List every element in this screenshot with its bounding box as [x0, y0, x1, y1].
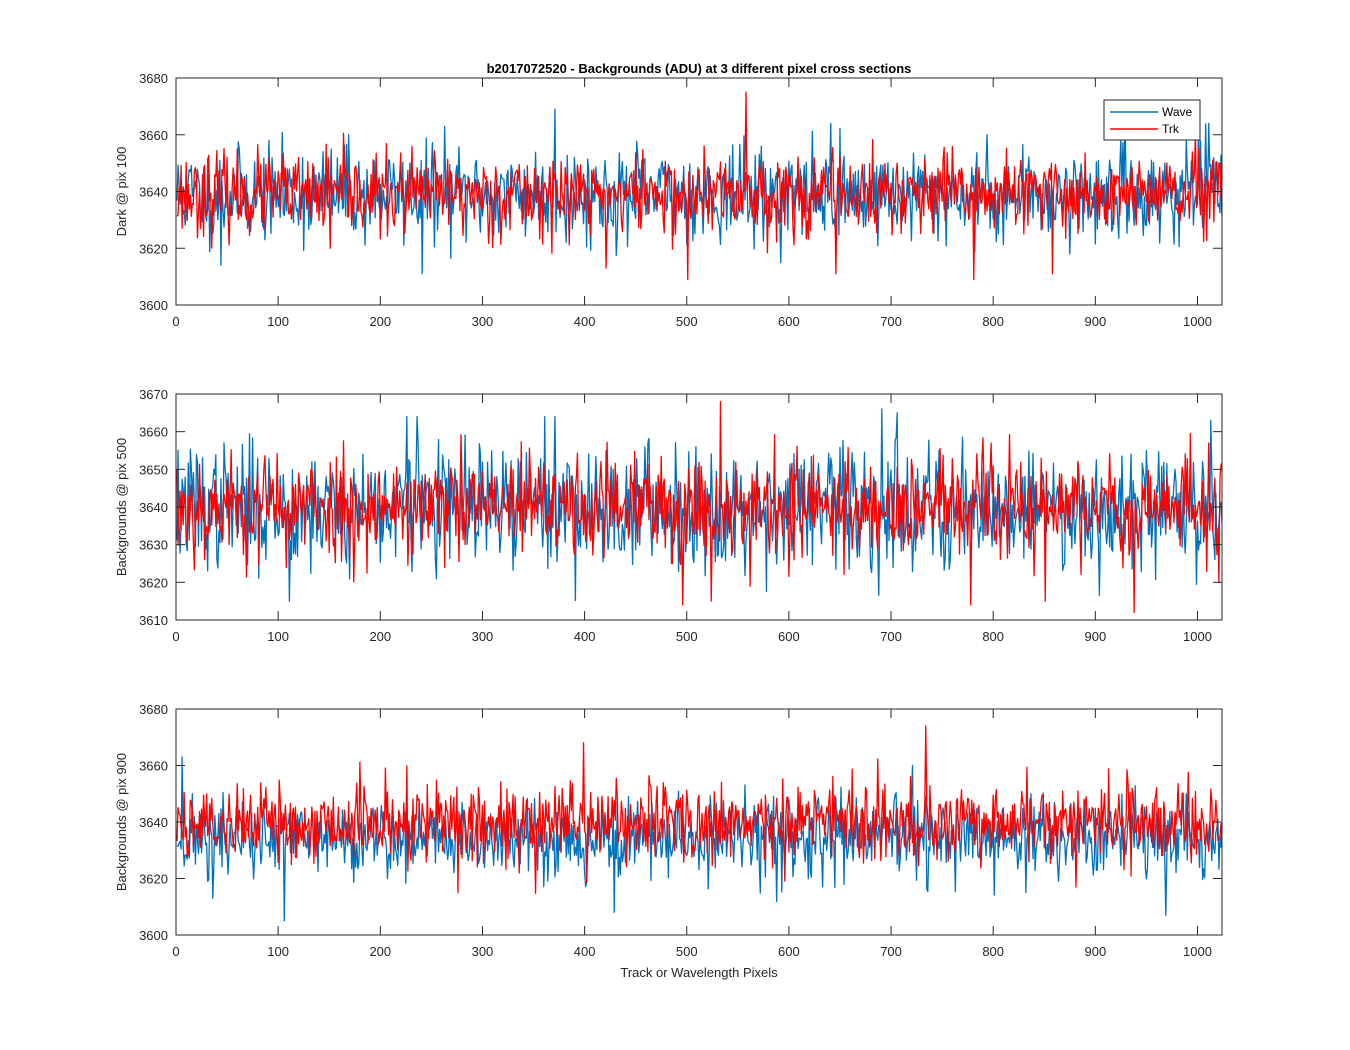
series-wave: [176, 756, 1222, 922]
x-tick-label: 0: [172, 629, 179, 644]
x-tick-label: 700: [880, 629, 902, 644]
x-tick-label: 900: [1084, 314, 1106, 329]
x-tick-label: 1000: [1183, 944, 1212, 959]
y-axis-label: Backgrounds @ pix 900: [114, 753, 129, 891]
y-tick-label: 3620: [139, 872, 168, 887]
y-tick-label: 3630: [139, 538, 168, 553]
y-tick-label: 3660: [139, 759, 168, 774]
x-tick-label: 100: [267, 629, 289, 644]
x-tick-label: 200: [369, 629, 391, 644]
series-layer: [176, 725, 1222, 922]
x-tick-label: 700: [880, 944, 902, 959]
x-tick-label: 0: [172, 944, 179, 959]
series-trk: [176, 91, 1222, 281]
x-tick-label: 600: [778, 314, 800, 329]
x-tick-label: 200: [369, 944, 391, 959]
panel-dark-pix-100: b2017072520 - Backgrounds (ADU) at 3 dif…: [114, 61, 1223, 329]
x-tick-label: 400: [574, 314, 596, 329]
x-tick-label: 100: [267, 944, 289, 959]
chart-title: b2017072520 - Backgrounds (ADU) at 3 dif…: [487, 61, 912, 76]
x-tick-label: 100: [267, 314, 289, 329]
series-layer: [176, 400, 1222, 614]
legend: Wave Trk: [1103, 99, 1201, 141]
x-tick-label: 800: [982, 629, 1004, 644]
y-tick-label: 3660: [139, 128, 168, 143]
x-tick-label: 900: [1084, 944, 1106, 959]
y-tick-label: 3680: [139, 71, 168, 86]
x-tick-label: 400: [574, 944, 596, 959]
ticks: 0 100 200 300 400 500 600 700 800 900 1000 3600 3620…: [139, 71, 1222, 329]
panel-backgrounds-pix-500: 0 100 200 300 400 500 600 700 800 900 1000 3610 3620…: [114, 387, 1223, 644]
y-tick-label: 3640: [139, 815, 168, 830]
y-tick-label: 3600: [139, 928, 168, 943]
panel-backgrounds-pix-900: 0 100 200 300 400 500 600 700 800 900 1000 3600 3620…: [114, 702, 1223, 980]
y-tick-label: 3640: [139, 185, 168, 200]
x-tick-label: 800: [982, 944, 1004, 959]
y-tick-label: 3670: [139, 387, 168, 402]
x-tick-label: 300: [472, 314, 494, 329]
x-tick-label: 300: [472, 944, 494, 959]
x-tick-label: 800: [982, 314, 1004, 329]
y-tick-label: 3600: [139, 298, 168, 313]
y-tick-label: 3680: [139, 702, 168, 717]
y-axis-label: Backgrounds @ pix 500: [114, 438, 129, 576]
y-tick-label: 3620: [139, 241, 168, 256]
y-tick-label: 3640: [139, 500, 168, 515]
ticks: 0 100 200 300 400 500 600 700 800 900 1000 3610 3620…: [139, 387, 1222, 644]
y-tick-label: 3650: [139, 462, 168, 477]
x-axis-label: Track or Wavelength Pixels: [620, 965, 778, 980]
series-trk: [176, 400, 1222, 614]
y-tick-label: 3660: [139, 425, 168, 440]
x-tick-label: 1000: [1183, 629, 1212, 644]
x-tick-label: 900: [1084, 629, 1106, 644]
y-tick-label: 3610: [139, 613, 168, 628]
y-axis-label: Dark @ pix 100: [114, 147, 129, 237]
series-layer: [176, 91, 1222, 281]
x-tick-label: 500: [676, 314, 698, 329]
y-tick-label: 3620: [139, 575, 168, 590]
x-tick-label: 0: [172, 314, 179, 329]
x-tick-label: 300: [472, 629, 494, 644]
x-tick-label: 500: [676, 944, 698, 959]
x-tick-label: 600: [778, 629, 800, 644]
legend-label-trk: Trk: [1162, 122, 1180, 136]
legend-box: [1103, 99, 1201, 141]
ticks: 0 100 200 300 400 500 600 700 800 900 1000 3600 3620…: [139, 702, 1222, 959]
legend-label-wave: Wave: [1162, 105, 1193, 119]
x-tick-label: 400: [574, 629, 596, 644]
series-trk: [176, 725, 1222, 894]
x-tick-label: 200: [369, 314, 391, 329]
x-tick-label: 700: [880, 314, 902, 329]
x-tick-label: 600: [778, 944, 800, 959]
x-tick-label: 1000: [1183, 314, 1212, 329]
x-tick-label: 500: [676, 629, 698, 644]
